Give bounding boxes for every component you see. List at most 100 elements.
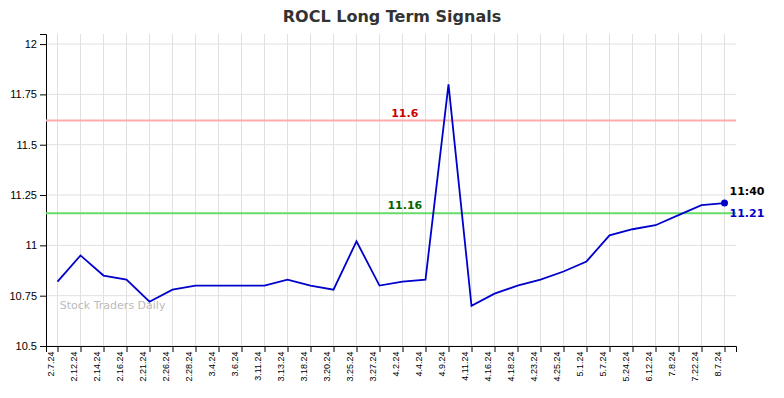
last-point — [721, 200, 728, 207]
reference-line — [46, 212, 736, 214]
tick-mark — [334, 346, 335, 352]
tick: 11 — [26, 239, 46, 251]
grid-line — [609, 34, 610, 346]
tick-label: 7.22.24 — [690, 351, 700, 381]
tick-label: 4.11.24 — [460, 351, 470, 380]
tick-label: 3.11.24 — [253, 351, 263, 380]
tick: 7.22.24 — [690, 346, 702, 381]
tick: 4.16.24 — [483, 346, 495, 381]
tick: 7.8.24 — [667, 346, 679, 376]
tick-mark — [40, 145, 46, 146]
labels: 11.611.1611:4011.21Stock Traders Daily — [60, 107, 765, 312]
grid-line — [701, 34, 702, 346]
tick: 4.23.24 — [529, 346, 541, 381]
tick-label: 8.7.24 — [713, 351, 723, 376]
tick-label: 4.16.24 — [483, 351, 493, 381]
axis-line — [47, 347, 737, 353]
tick: 2.28.24 — [184, 346, 196, 381]
watermark: Stock Traders Daily — [60, 299, 166, 312]
tick-label: 3.20.24 — [322, 351, 332, 381]
grid-line — [724, 34, 725, 346]
title: ROCL Long Term Signals — [283, 7, 501, 26]
tick-label: 6.12.24 — [644, 351, 654, 381]
tick-mark — [403, 346, 404, 352]
tick: 12 — [25, 38, 46, 50]
tick: 11.5 — [16, 139, 46, 151]
tick-mark — [219, 346, 220, 352]
tick-label: 4.23.24 — [529, 351, 539, 381]
tick: 2.26.24 — [161, 346, 173, 381]
tick-mark — [265, 346, 266, 352]
tick: 4.4.24 — [414, 346, 426, 376]
grid-line — [563, 34, 564, 346]
grid-line — [195, 34, 196, 346]
tick-mark — [311, 346, 312, 352]
line — [58, 84, 725, 305]
grid-line — [356, 34, 357, 346]
grid-line — [517, 34, 518, 346]
tick-mark — [288, 346, 289, 352]
tick-mark — [81, 346, 82, 352]
tick: 3.25.24 — [345, 346, 357, 381]
tick-label: 2.28.24 — [184, 351, 194, 381]
grid — [46, 34, 736, 346]
tick: 11.75 — [10, 88, 46, 100]
tick-label: 11.25 — [10, 189, 37, 201]
tick-label: 4.25.24 — [552, 351, 562, 381]
tick-mark — [127, 346, 128, 352]
chart: ROCL Long Term Signals 10.5 10.75 11 11.25 11… — [0, 0, 784, 398]
tick-label: 4.2.24 — [391, 351, 401, 376]
tick: 4.18.24 — [506, 346, 518, 381]
tick-mark — [40, 296, 46, 297]
tick-mark — [587, 346, 588, 352]
tick-mark — [40, 245, 46, 246]
tick: 3.13.24 — [276, 346, 288, 381]
tick: 3.18.24 — [299, 346, 311, 381]
tick-mark — [541, 346, 542, 352]
tick-label: 2.12.24 — [69, 351, 79, 381]
tick-mark — [380, 346, 381, 352]
tick: 6.12.24 — [644, 346, 656, 381]
tick-label: 4.9.24 — [437, 351, 447, 376]
tick-mark — [40, 195, 46, 196]
tick: 4.11.24 — [460, 346, 472, 381]
tick-mark — [426, 346, 427, 352]
tick-label: 10.5 — [16, 340, 37, 352]
tick-label: 3.6.24 — [230, 351, 240, 376]
tick: 4.9.24 — [437, 346, 449, 376]
annotation: 11:40 — [730, 185, 765, 198]
tick: 3.20.24 — [322, 346, 334, 381]
tick-mark — [610, 346, 611, 352]
grid-line — [540, 34, 541, 346]
tick-label: 5.24.24 — [621, 351, 631, 381]
grid-line — [218, 34, 219, 346]
reference-line — [46, 120, 736, 122]
tick-label: 3.27.24 — [368, 351, 378, 381]
tick-label: 4.18.24 — [506, 351, 516, 381]
grid-line — [586, 34, 587, 346]
tick: 4.2.24 — [391, 346, 403, 376]
tick-mark — [40, 94, 46, 95]
tick-label: 3.25.24 — [345, 351, 355, 381]
marks — [46, 84, 736, 305]
grid-line — [172, 34, 173, 346]
tick-mark — [633, 346, 634, 352]
tick-mark — [40, 346, 46, 347]
tick: 2.16.24 — [115, 346, 127, 381]
tick: 10.75 — [9, 290, 46, 302]
tick: 3.4.24 — [207, 346, 219, 376]
tick-label: 5.7.24 — [598, 351, 608, 376]
reference-label: 11.16 — [387, 199, 422, 212]
grid-line — [241, 34, 242, 346]
tick-label: 2.16.24 — [115, 351, 125, 381]
tick-label: 12 — [25, 38, 37, 50]
tick-mark — [196, 346, 197, 352]
tick-label: 2.21.24 — [138, 351, 148, 381]
tick-label: 5.1.24 — [575, 351, 585, 376]
tick-mark — [104, 346, 105, 352]
tick-label: 10.75 — [9, 290, 37, 302]
tick-label: 3.18.24 — [299, 351, 309, 381]
grid-line — [287, 34, 288, 346]
tick-mark — [518, 346, 519, 352]
tick-mark — [725, 346, 726, 352]
